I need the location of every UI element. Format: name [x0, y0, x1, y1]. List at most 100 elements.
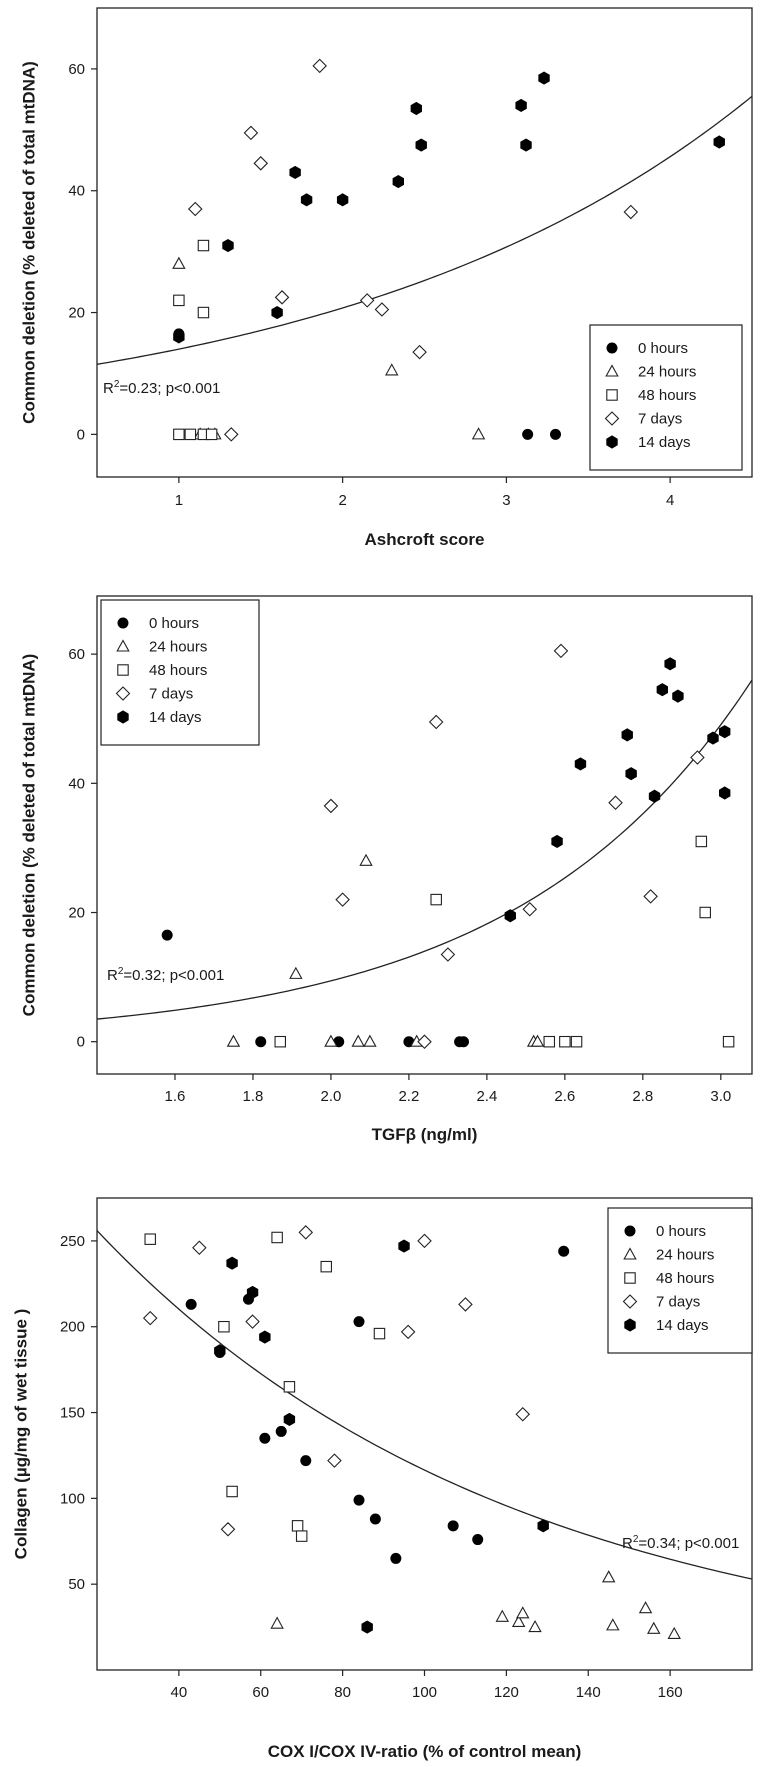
chart-2-y-tick-label: 0 [77, 1034, 85, 1051]
chart-1-r2-annotation: R2=0.23; p<0.001 [103, 379, 220, 397]
chart-2-x-tick-label: 1.8 [243, 1088, 264, 1105]
chart-3-point [400, 1324, 416, 1340]
chart-2-point [559, 1035, 571, 1048]
chart-1-point [173, 428, 185, 441]
chart-2-point [417, 1034, 432, 1049]
chart-3-point [300, 1455, 312, 1467]
chart-1-point [222, 238, 234, 253]
chart-3-x-tick-label: 60 [252, 1684, 269, 1701]
chart-3-legend-label: 7 days [656, 1294, 700, 1311]
chart-2-legend: 0 hours 24 hours 48 hours 7 days 14 days [100, 599, 260, 746]
chart-1-point [289, 165, 301, 180]
chart-3-x-tick-label: 120 [494, 1684, 519, 1701]
chart-3-y-tick-label: 150 [60, 1405, 85, 1422]
chart-3-legend: 0 hours 24 hours 48 hours 7 days 14 days [607, 1207, 753, 1354]
chart-2-x-tick-label: 2.4 [476, 1088, 497, 1105]
chart-2-fit-curve [97, 679, 752, 1020]
chart-3-y-tick-label: 50 [68, 1576, 85, 1593]
chart-2-legend-label: 24 hours [149, 639, 207, 656]
chart-3-point [390, 1552, 402, 1564]
chart-2-point [643, 889, 658, 904]
chart-2-y-tick-label: 60 [68, 646, 85, 663]
chart-3-point [192, 1240, 207, 1256]
chart-1-x-tick-label: 4 [666, 492, 674, 509]
chart-1-legend-label: 48 hours [638, 387, 696, 404]
chart-1-point [312, 58, 327, 74]
chart-2-point [695, 835, 708, 848]
chart-1-legend-marker [606, 435, 618, 449]
chart-2-point [699, 906, 711, 919]
chart-3-x-tick-label: 80 [334, 1684, 351, 1701]
chart-2-point [457, 1036, 469, 1048]
chart-1-y-tick-label: 20 [68, 305, 85, 322]
chart-1-legend-marker [605, 364, 619, 377]
chart-3-point [275, 1425, 287, 1437]
chart-3-series-7-days [142, 1225, 531, 1537]
chart-1-x-tick-label: 3 [502, 492, 510, 509]
chart-1-point [336, 193, 349, 207]
chart-1-y-tick-label: 40 [68, 183, 85, 200]
chart-1-point [173, 294, 185, 307]
chart-1-series-48-hours [173, 239, 218, 441]
chart-1-point [243, 125, 259, 141]
chart-1-point [410, 101, 423, 116]
chart-3-x-tick-label: 160 [658, 1684, 683, 1701]
chart-3-point [283, 1381, 296, 1393]
chart-3-legend-label: 24 hours [656, 1247, 714, 1264]
chart-1-point [550, 428, 561, 440]
chart-2-series-0-hours [161, 929, 469, 1048]
chart-3-point [320, 1260, 332, 1273]
chart-2-point [324, 1034, 338, 1047]
chart-3-point [185, 1298, 197, 1310]
chart-3-x-axis-title: COX I/COX IV-ratio (% of control mean) [268, 1742, 582, 1761]
chart-3-legend-label: 14 days [656, 1317, 709, 1334]
chart-3-point [369, 1513, 381, 1525]
chart-3-point [144, 1233, 156, 1245]
chart-3-point [458, 1297, 473, 1312]
chart-2-point [621, 728, 633, 742]
chart-3-series-48-hours [144, 1231, 386, 1542]
chart-1-point [713, 135, 725, 149]
chart-2-point [551, 834, 563, 849]
chart-2-point [161, 929, 173, 941]
chart-2-point [719, 725, 731, 739]
chart-3-point [667, 1626, 681, 1640]
chart-2-point [226, 1034, 241, 1047]
chart-2-point [570, 1035, 583, 1048]
chart-1-legend-marker [606, 389, 618, 401]
chart-3-point [220, 1521, 236, 1537]
chart-1-point [374, 302, 390, 317]
chart-3-point [259, 1432, 271, 1444]
chart-1-x-tick-label: 2 [338, 492, 346, 509]
chart-3-point [270, 1616, 284, 1629]
chart-3-legend-label: 48 hours [656, 1270, 714, 1287]
chart-2-point [504, 909, 516, 923]
chart-1-x-tick-label: 1 [175, 492, 183, 509]
chart-2-legend-marker [117, 664, 129, 676]
chart-2-legend-marker [115, 686, 131, 701]
chart-2-legend-marker [117, 710, 129, 724]
chart-1-point [385, 363, 399, 376]
chart-2-point [522, 902, 538, 917]
chart-2-y-axis-title: Common deletion (% deleted of total mtDN… [19, 654, 38, 1017]
chart-3-x-tick-label: 140 [576, 1684, 601, 1701]
chart-1-point [538, 71, 550, 85]
chart-3-point [142, 1310, 158, 1326]
chart-3-point [647, 1621, 661, 1634]
chart-3-point [558, 1245, 570, 1257]
chart-1-fit-curve [97, 95, 752, 365]
chart-3-legend-marker [624, 1225, 636, 1237]
chart-3-point [495, 1609, 510, 1622]
chart-2-x-tick-label: 1.6 [165, 1088, 186, 1105]
chart-3-point [271, 1231, 283, 1244]
chart-2-point [719, 786, 731, 800]
chart-3-point [511, 1614, 526, 1627]
chart-2-plot-frame [96, 595, 753, 1075]
chart-2-point [440, 947, 456, 962]
chart-3-point [398, 1239, 410, 1253]
chart-2-point [690, 750, 705, 765]
chart-1-point [300, 193, 313, 207]
chart-3-point [361, 1620, 373, 1634]
